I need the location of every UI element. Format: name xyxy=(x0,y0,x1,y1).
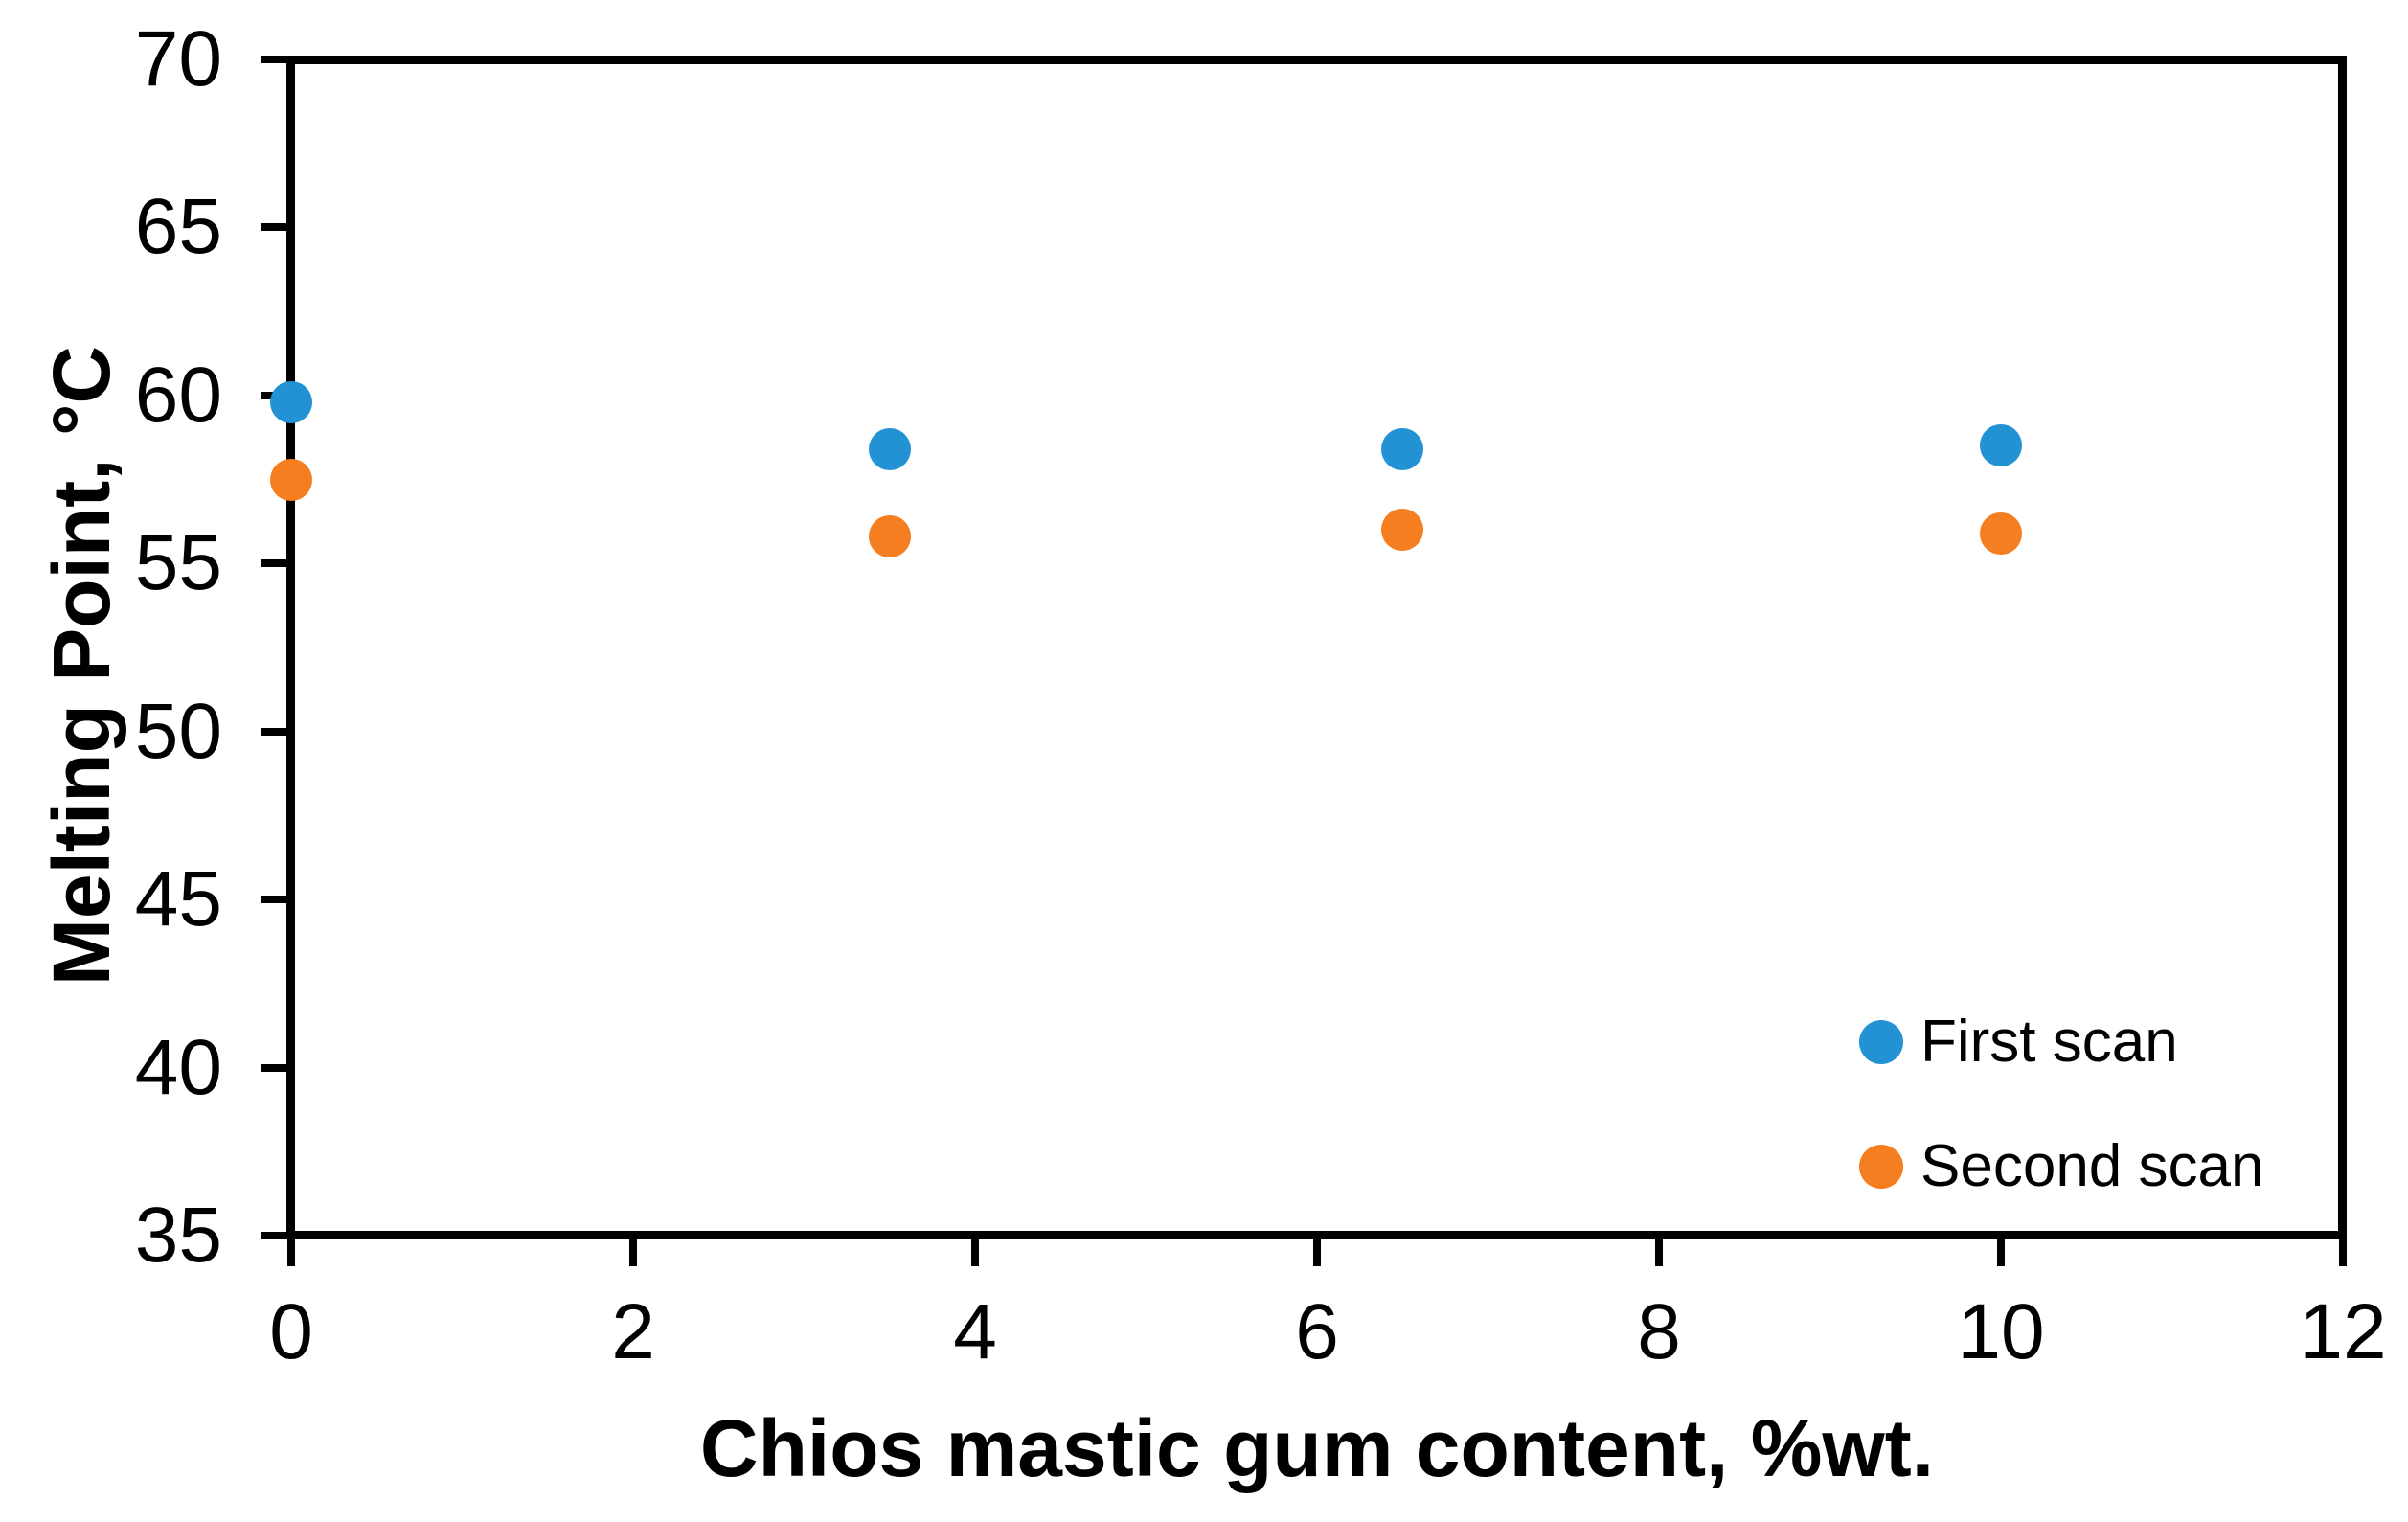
y-tick xyxy=(261,727,287,736)
y-tick-label: 45 xyxy=(134,855,222,943)
x-tick-label: 6 xyxy=(1295,1288,1339,1375)
x-tick-label: 10 xyxy=(1957,1288,2045,1375)
x-tick-label: 4 xyxy=(953,1288,997,1375)
x-tick-label: 12 xyxy=(2299,1288,2387,1375)
y-tick xyxy=(261,1232,287,1239)
x-tick xyxy=(629,1239,637,1266)
x-tick xyxy=(1997,1239,2005,1266)
y-tick xyxy=(261,896,287,904)
x-tick xyxy=(2339,1239,2347,1266)
y-tick-label: 65 xyxy=(134,183,222,271)
data-point-second-scan xyxy=(1980,511,2022,555)
y-tick-label: 40 xyxy=(134,1023,222,1111)
legend-marker-1 xyxy=(1859,1020,1903,1064)
y-tick-label: 70 xyxy=(134,15,222,102)
legend-label-2: Second scan xyxy=(1920,1133,2264,1199)
x-tick-label: 8 xyxy=(1637,1288,1681,1375)
data-point-first-scan xyxy=(270,380,312,423)
data-point-second-scan xyxy=(1381,509,1424,552)
y-tick-label: 50 xyxy=(134,687,222,775)
x-tick xyxy=(287,1239,295,1266)
y-tick xyxy=(261,559,287,568)
data-point-second-scan xyxy=(868,515,911,558)
y-tick-label: 55 xyxy=(134,519,222,607)
data-point-second-scan xyxy=(270,458,312,501)
data-point-first-scan xyxy=(868,427,911,470)
y-tick-label: 60 xyxy=(134,351,222,439)
legend-marker-2 xyxy=(1859,1145,1903,1189)
x-tick-label: 2 xyxy=(611,1288,655,1375)
x-tick-label: 0 xyxy=(269,1288,313,1375)
y-tick xyxy=(261,56,287,63)
x-tick xyxy=(971,1239,979,1266)
x-tick xyxy=(1313,1239,1321,1266)
x-axis-title: Chios mastic gum content, %wt. xyxy=(699,1403,1935,1493)
y-tick-label: 35 xyxy=(134,1192,222,1279)
plot-area xyxy=(286,56,2347,1239)
y-tick xyxy=(261,223,287,232)
y-tick xyxy=(261,1063,287,1072)
legend-label-1: First scan xyxy=(1920,1009,2178,1075)
data-point-first-scan xyxy=(1980,424,2022,467)
x-tick xyxy=(1655,1239,1663,1266)
data-point-first-scan xyxy=(1381,427,1424,470)
